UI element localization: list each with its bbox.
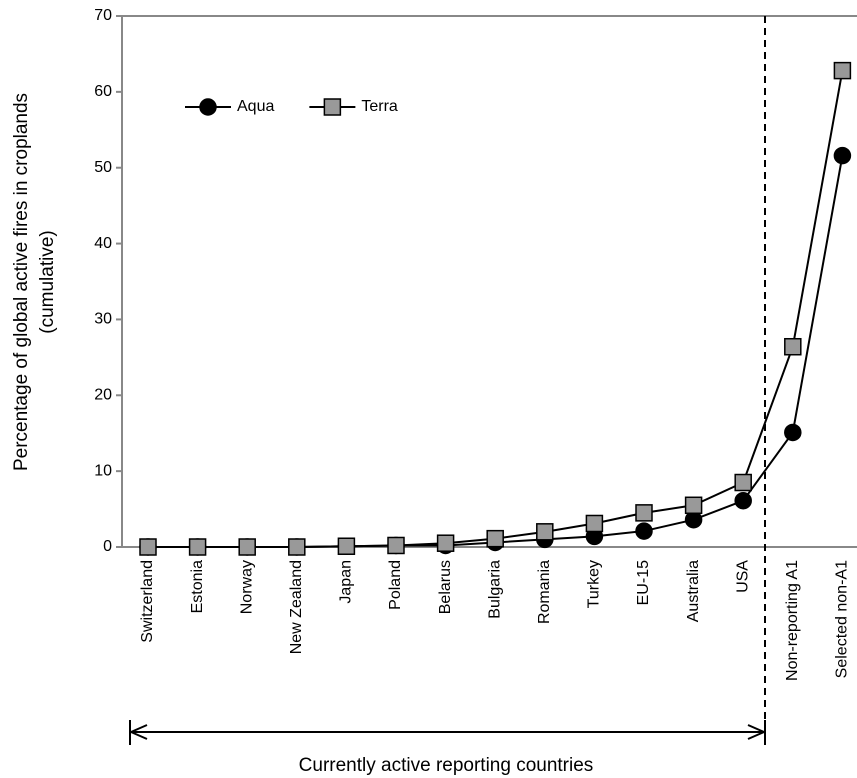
point xyxy=(635,522,653,540)
point xyxy=(833,146,852,165)
x-tick-label: Turkey xyxy=(586,560,603,608)
x-tick-label: Switzerland xyxy=(139,560,156,643)
point xyxy=(536,523,554,541)
x-tick-label: Japan xyxy=(338,560,355,604)
y-tick-label: 30 xyxy=(94,311,112,328)
x-tick-label: New Zealand xyxy=(288,560,305,654)
y-tick-label: 40 xyxy=(94,235,112,252)
point xyxy=(238,538,256,556)
point xyxy=(288,538,306,556)
x-tick-label: Romania xyxy=(536,560,553,624)
y-axis-label: (cumulative) xyxy=(37,230,58,333)
y-tick-label: 70 xyxy=(94,7,112,24)
legend-label: Terra xyxy=(361,98,398,115)
x-tick-label: Australia xyxy=(685,560,702,622)
point xyxy=(784,337,802,356)
point xyxy=(585,514,604,533)
point xyxy=(337,537,356,555)
y-tick-label: 0 xyxy=(103,538,112,555)
legend-marker xyxy=(199,98,217,116)
span-arrow xyxy=(129,720,766,745)
point xyxy=(486,529,504,548)
legend-marker xyxy=(323,98,342,116)
x-tick-label: Bulgaria xyxy=(486,560,503,619)
point xyxy=(784,423,802,442)
point xyxy=(734,491,752,510)
point xyxy=(387,536,405,555)
point xyxy=(734,473,752,492)
point xyxy=(188,538,207,556)
x-tick-label: Norway xyxy=(238,560,255,614)
x-tick-label: Estonia xyxy=(189,560,206,613)
point xyxy=(436,534,455,552)
annotation: Currently active reporting countries xyxy=(299,755,594,776)
y-tick-label: 10 xyxy=(94,462,112,479)
point xyxy=(833,61,852,80)
y-axis-label: Percentage of global active fires in cro… xyxy=(11,93,32,471)
point xyxy=(684,496,703,515)
x-tick-label: Non-reporting A1 xyxy=(784,560,801,681)
y-tick-label: 60 xyxy=(94,83,112,100)
x-tick-label: Poland xyxy=(387,560,404,610)
legend-label: Aqua xyxy=(237,98,274,115)
point xyxy=(635,504,653,522)
x-tick-label: Belarus xyxy=(437,560,454,614)
y-tick-label: 50 xyxy=(94,159,112,176)
x-tick-label: USA xyxy=(734,560,751,593)
point xyxy=(139,538,157,556)
x-tick-label: EU-15 xyxy=(635,560,652,605)
point xyxy=(684,510,703,529)
y-tick-label: 20 xyxy=(94,387,112,404)
x-tick-label: Selected non-A1 xyxy=(834,560,851,678)
